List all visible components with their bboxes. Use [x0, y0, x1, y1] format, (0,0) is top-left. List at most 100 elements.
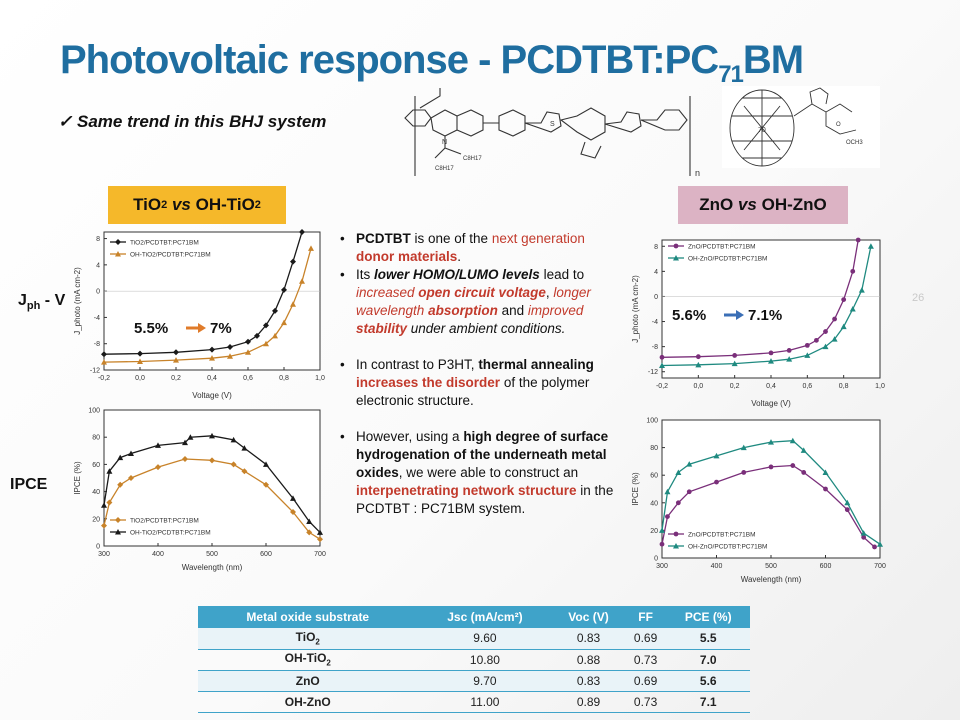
- x-tick-label: 0,4: [766, 383, 776, 390]
- check-icon: ✓: [58, 112, 73, 131]
- data-point: [306, 518, 313, 525]
- bullet-item: PCDTBT is one of the next generation don…: [336, 230, 621, 266]
- x-tick-label: 0,0: [135, 375, 145, 382]
- data-point: [299, 278, 305, 284]
- ipce-tio2-chart: 300 400 500 600 700 0 20 40 60 80 100 Wavelength (n…: [73, 408, 326, 573]
- svg-text:n: n: [695, 168, 700, 178]
- bullet-list: PCDTBT is one of the next generation don…: [336, 230, 621, 518]
- data-point: [209, 346, 215, 353]
- data-point: [822, 469, 829, 475]
- data-point: [790, 463, 796, 468]
- data-point: [227, 344, 233, 350]
- data-point: [272, 332, 278, 339]
- x-axis-label: Wavelength (nm): [182, 563, 243, 572]
- x-tick-label: 0,4: [207, 375, 217, 382]
- arrow-head-icon: [198, 323, 206, 333]
- data-point: [290, 495, 296, 501]
- svg-text:OCH3: OCH3: [846, 140, 863, 146]
- svg-text:S: S: [550, 121, 555, 128]
- y-tick-label: 0: [654, 556, 658, 563]
- series-line: [661, 246, 872, 367]
- svg-text:70: 70: [758, 127, 766, 134]
- y-tick-label: 80: [650, 445, 658, 452]
- data-point: [173, 349, 179, 356]
- ipce-zno-chart: 300 400 500 600 700 0 20 40 60 80 100 Wavelength (n…: [631, 418, 886, 585]
- y-tick-label: -4: [94, 315, 100, 322]
- data-point: [695, 354, 701, 360]
- data-point: [209, 355, 215, 361]
- data-point: [659, 527, 665, 533]
- y-axis-label: IPCE (%): [631, 472, 640, 506]
- x-tick-label: 0,8: [839, 383, 849, 390]
- data-point: [101, 522, 107, 529]
- data-point: [804, 352, 811, 358]
- bullet-item: Its lower HOMO/LUMO levels lead to incre…: [336, 266, 621, 338]
- table-header: Jsc (mA/cm²): [417, 606, 553, 628]
- data-point: [290, 258, 296, 265]
- y-tick-label: 0: [654, 294, 658, 301]
- table-cell: 0.69: [624, 670, 667, 692]
- data-point: [101, 359, 107, 365]
- y-tick-label: 0: [96, 289, 100, 296]
- y-tick-label: 60: [650, 473, 658, 480]
- data-point: [659, 541, 665, 547]
- y-tick-label: -12: [90, 368, 100, 375]
- y-tick-label: 8: [654, 244, 658, 251]
- data-point: [664, 488, 671, 495]
- data-point: [115, 239, 121, 245]
- data-point: [241, 445, 248, 451]
- data-point: [814, 337, 819, 343]
- x-tick-label: 400: [152, 551, 164, 558]
- y-tick-label: 100: [646, 418, 658, 425]
- x-tick-label: 600: [260, 551, 272, 558]
- data-point: [128, 450, 134, 457]
- data-point: [850, 268, 856, 274]
- data-point: [673, 243, 679, 249]
- arrow-head-icon: [736, 310, 744, 320]
- legend-label: OH-ZnO/PCDTBT:PC71BM: [688, 256, 767, 263]
- legend-label: OH-TiO2/PCDTBT:PC71BM: [130, 252, 211, 259]
- data-point: [695, 361, 702, 368]
- x-tick-label: 0,6: [243, 375, 253, 382]
- table-row: ZnO 9.70 0.83 0.69 5.6: [198, 670, 750, 692]
- data-point: [768, 350, 774, 356]
- x-tick-label: 700: [314, 551, 326, 558]
- table-cell: 10.80: [417, 649, 553, 671]
- table-cell: 9.70: [417, 670, 553, 692]
- data-point: [786, 348, 792, 353]
- x-tick-label: 1,0: [875, 383, 885, 390]
- data-point: [115, 251, 121, 257]
- table-cell: ZnO: [198, 670, 418, 692]
- series-line: [103, 231, 303, 355]
- table-cell: 0.83: [552, 628, 625, 650]
- bullet-item: In contrast to P3HT, thermal annealing i…: [336, 356, 621, 410]
- y-tick-label: -8: [94, 341, 100, 348]
- data-point: [844, 507, 850, 513]
- data-point: [317, 529, 323, 535]
- data-point: [115, 517, 121, 523]
- x-tick-label: 0,2: [171, 375, 181, 382]
- x-tick-label: 500: [765, 563, 777, 570]
- data-point: [308, 245, 314, 251]
- x-tick-label: 700: [874, 563, 886, 570]
- data-point: [101, 351, 107, 358]
- tio2-comparison-tag: TiO 2 vs OH-TiO 2: [108, 186, 286, 224]
- data-point: [822, 343, 829, 350]
- series-line: [103, 248, 312, 363]
- data-point: [673, 255, 679, 261]
- data-point: [117, 454, 124, 461]
- y-tick-label: 40: [650, 500, 658, 507]
- plot-frame: [103, 409, 321, 547]
- data-point: [823, 486, 828, 492]
- data-point: [841, 297, 847, 302]
- data-point: [209, 432, 215, 439]
- x-axis-label: Wavelength (nm): [741, 575, 802, 584]
- zno-comparison-tag: ZnO vs OH-ZnO: [678, 186, 848, 224]
- data-point: [713, 452, 720, 459]
- data-point: [844, 499, 851, 506]
- x-tick-label: 500: [206, 551, 218, 558]
- table-header: Voc (V): [552, 606, 625, 628]
- y-tick-label: 4: [654, 269, 658, 276]
- data-point: [675, 500, 681, 506]
- legend-label: TiO2/PCDTBT:PC71BM: [130, 240, 199, 247]
